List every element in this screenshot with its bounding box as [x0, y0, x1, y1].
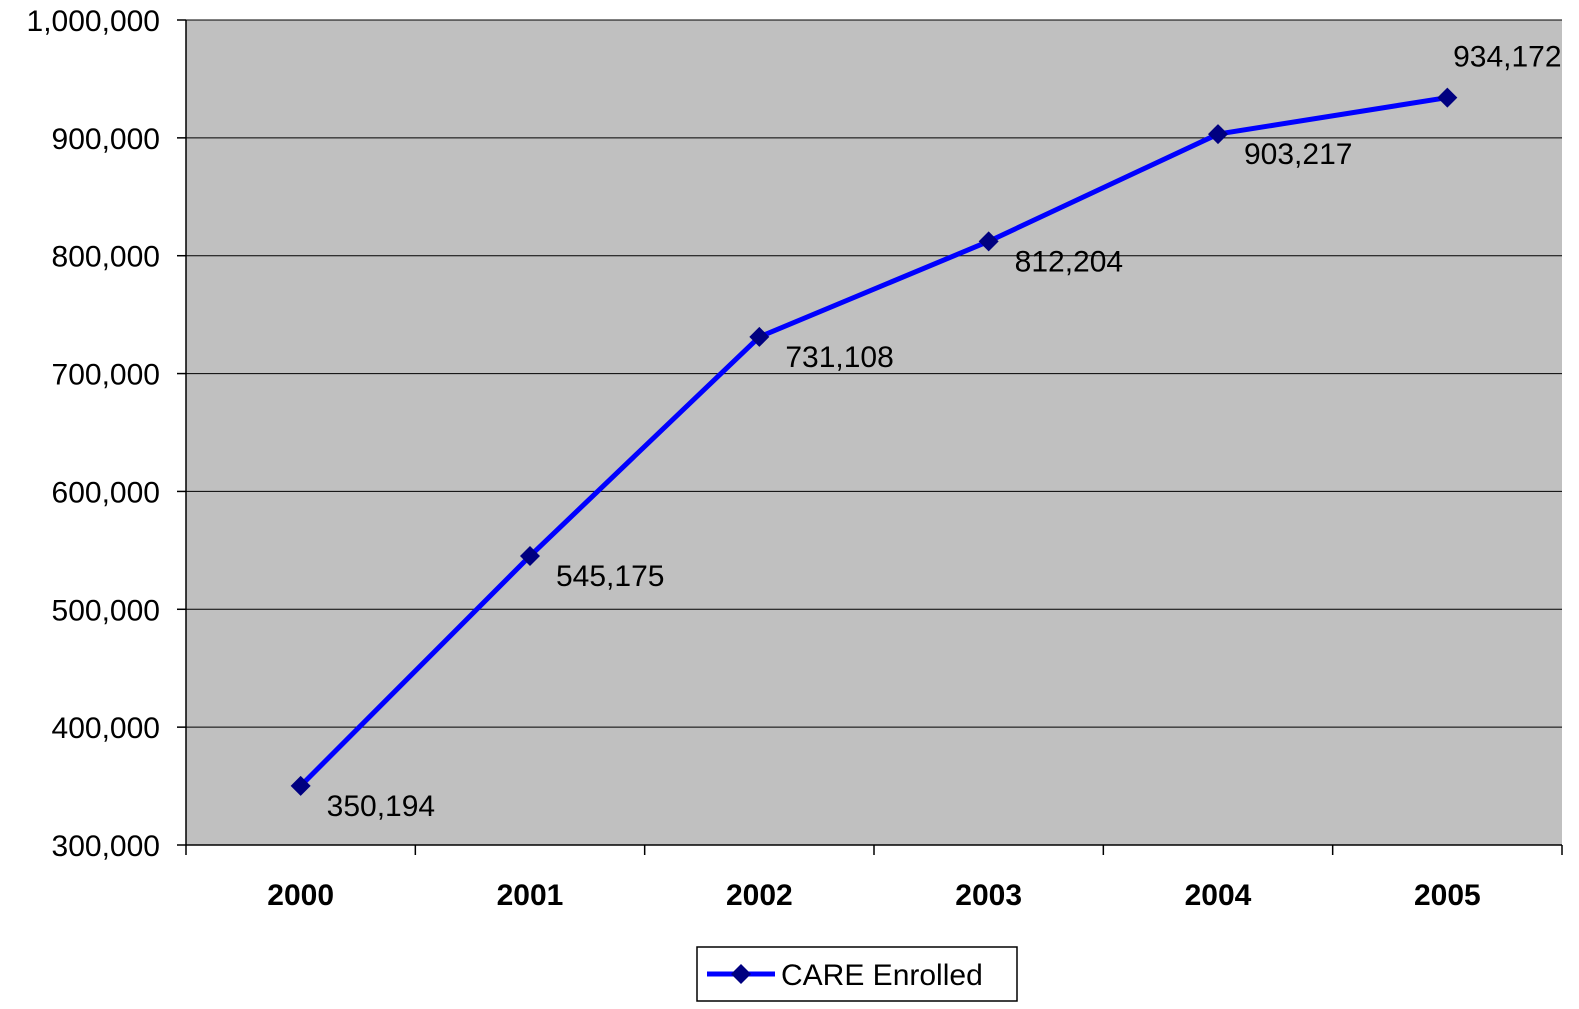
series-markers	[290, 87, 1458, 796]
x-tick-label: 2005	[1414, 879, 1481, 912]
y-tick-label: 600,000	[52, 476, 160, 509]
y-axis-ticks: 300,000 400,000 500,000 600,000 700,000 800,0…	[27, 5, 186, 863]
data-label: 812,204	[1015, 245, 1123, 278]
x-tick-label: 2000	[267, 879, 334, 912]
legend: CARE Enrolled	[696, 946, 1018, 1002]
y-tick-label: 900,000	[52, 123, 160, 156]
data-label: 903,217	[1244, 138, 1352, 171]
data-label: 350,194	[327, 790, 435, 823]
legend-label: CARE Enrolled	[781, 959, 983, 992]
data-labels: 350,194 545,175 731,108 812,204 903,217 934,1…	[327, 41, 1562, 823]
x-tick-label: 2001	[497, 879, 564, 912]
y-tick-label: 300,000	[52, 830, 160, 863]
data-point-marker	[1208, 124, 1228, 145]
gridlines	[186, 19, 1562, 728]
legend-marker-swatch	[731, 964, 751, 984]
series-lines	[298, 95, 1448, 788]
data-label: 545,175	[556, 560, 664, 593]
data-point-marker	[520, 546, 540, 567]
y-tick-label: 700,000	[52, 359, 160, 392]
data-point-marker	[749, 326, 770, 347]
x-tick-label: 2003	[955, 879, 1022, 912]
data-point-marker	[1437, 87, 1458, 108]
y-tick-label: 400,000	[52, 712, 160, 745]
y-tick-label: 500,000	[52, 594, 160, 627]
y-tick-label: 1,000,000	[27, 5, 160, 38]
data-label: 934,172	[1453, 41, 1561, 74]
y-tick-label: 800,000	[52, 241, 160, 274]
x-tick-label: 2004	[1185, 879, 1252, 912]
series-line	[298, 95, 1448, 788]
data-label: 731,108	[785, 341, 893, 374]
plot-area	[186, 20, 1562, 845]
x-tick-label: 2002	[726, 879, 793, 912]
data-point-marker	[290, 775, 311, 796]
x-axis-ticks: 2000 2001 2002 2003 2004 2005	[185, 845, 1563, 912]
data-point-marker	[978, 231, 999, 252]
